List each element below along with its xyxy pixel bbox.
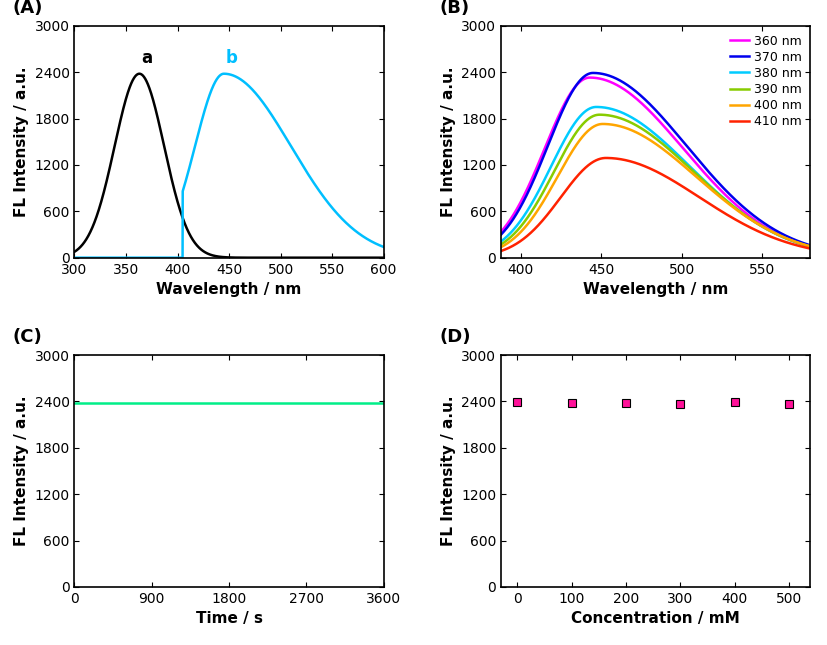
370 nm bbox=[512, 209, 522, 217]
Line: 380 nm: 380 nm bbox=[501, 107, 810, 247]
410 nm bbox=[496, 247, 506, 255]
360 nm bbox=[496, 228, 506, 235]
360 nm bbox=[647, 109, 657, 117]
X-axis label: Concentration / mM: Concentration / mM bbox=[571, 611, 740, 626]
380 nm bbox=[638, 121, 648, 129]
360 nm bbox=[796, 240, 806, 248]
Y-axis label: FL Intensity / a.u.: FL Intensity / a.u. bbox=[441, 396, 456, 546]
Y-axis label: FL Intensity / a.u.: FL Intensity / a.u. bbox=[441, 66, 456, 217]
390 nm bbox=[647, 132, 657, 139]
Text: a: a bbox=[141, 49, 152, 67]
400 nm bbox=[796, 240, 806, 248]
410 nm bbox=[512, 239, 522, 247]
360 nm bbox=[585, 74, 595, 81]
Text: (C): (C) bbox=[12, 328, 42, 346]
Text: b: b bbox=[225, 49, 237, 67]
400 nm bbox=[512, 232, 522, 239]
Line: 390 nm: 390 nm bbox=[501, 115, 810, 246]
390 nm bbox=[740, 211, 750, 219]
380 nm bbox=[496, 237, 506, 245]
410 nm bbox=[638, 162, 648, 170]
380 nm bbox=[740, 212, 750, 219]
400 nm bbox=[638, 132, 648, 140]
390 nm bbox=[796, 240, 806, 248]
370 nm bbox=[647, 102, 657, 110]
370 nm bbox=[496, 230, 506, 238]
410 nm bbox=[647, 165, 657, 173]
Y-axis label: FL Intensity / a.u.: FL Intensity / a.u. bbox=[14, 396, 29, 546]
380 nm bbox=[796, 241, 806, 248]
360 nm bbox=[512, 205, 522, 213]
400 nm bbox=[598, 120, 608, 128]
410 nm bbox=[796, 243, 806, 250]
400 nm bbox=[647, 137, 657, 145]
Line: 410 nm: 410 nm bbox=[501, 158, 810, 251]
370 nm bbox=[796, 239, 806, 246]
400 nm bbox=[805, 243, 815, 250]
Legend: 360 nm, 370 nm, 380 nm, 390 nm, 400 nm, 410 nm: 360 nm, 370 nm, 380 nm, 390 nm, 400 nm, … bbox=[728, 32, 804, 131]
390 nm bbox=[595, 111, 605, 119]
410 nm bbox=[796, 243, 806, 250]
400 nm bbox=[496, 243, 506, 251]
390 nm bbox=[512, 227, 522, 235]
370 nm bbox=[638, 94, 648, 102]
380 nm bbox=[796, 241, 806, 248]
390 nm bbox=[796, 240, 806, 248]
410 nm bbox=[601, 154, 611, 162]
Line: 370 nm: 370 nm bbox=[501, 73, 810, 245]
390 nm bbox=[496, 241, 506, 248]
Text: (A): (A) bbox=[12, 0, 43, 17]
360 nm bbox=[638, 101, 648, 109]
Line: 400 nm: 400 nm bbox=[501, 124, 810, 247]
390 nm bbox=[805, 243, 815, 250]
360 nm bbox=[740, 208, 750, 216]
Line: 360 nm: 360 nm bbox=[501, 77, 810, 246]
410 nm bbox=[805, 244, 815, 252]
360 nm bbox=[796, 240, 806, 248]
390 nm bbox=[638, 126, 648, 134]
Text: (D): (D) bbox=[439, 328, 471, 346]
Y-axis label: FL Intensity / a.u.: FL Intensity / a.u. bbox=[14, 66, 29, 217]
380 nm bbox=[805, 243, 815, 251]
380 nm bbox=[512, 222, 522, 230]
360 nm bbox=[805, 243, 815, 250]
400 nm bbox=[740, 212, 750, 219]
X-axis label: Wavelength / nm: Wavelength / nm bbox=[156, 282, 302, 297]
370 nm bbox=[588, 69, 598, 77]
400 nm bbox=[796, 240, 806, 248]
X-axis label: Wavelength / nm: Wavelength / nm bbox=[583, 282, 729, 297]
380 nm bbox=[647, 128, 657, 135]
X-axis label: Time / s: Time / s bbox=[195, 611, 262, 626]
370 nm bbox=[740, 204, 750, 212]
410 nm bbox=[740, 221, 750, 228]
Text: (B): (B) bbox=[439, 0, 470, 17]
370 nm bbox=[805, 241, 815, 249]
380 nm bbox=[591, 103, 601, 111]
370 nm bbox=[796, 239, 806, 246]
